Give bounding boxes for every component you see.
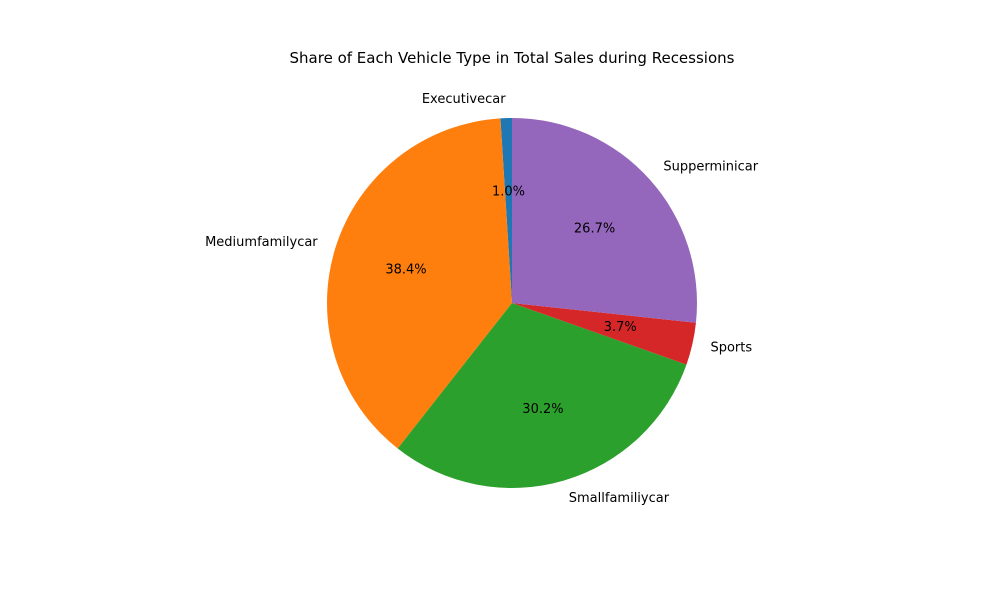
percent-label-executivecar: 1.0%: [492, 185, 525, 200]
pie-slice-executivecar: [500, 118, 512, 303]
slice-label-supperminicar: Supperminicar: [663, 159, 758, 174]
slice-label-sports: Sports: [710, 341, 752, 356]
percent-label-smallfamiliycar: 30.2%: [522, 402, 563, 417]
percent-label-mediumfamilycar: 38.4%: [385, 263, 426, 278]
pie-slices: [327, 118, 697, 488]
slice-label-mediumfamilycar: Mediumfamilycar: [205, 235, 318, 250]
pie-slice-sports: [512, 303, 696, 365]
slice-label-executivecar: Executivecar: [422, 92, 506, 107]
percent-label-supperminicar: 26.7%: [574, 221, 615, 236]
slice-label-smallfamiliycar: Smallfamiliycar: [569, 491, 670, 506]
pie-slice-supperminicar: [512, 118, 697, 323]
pie-slice-smallfamiliycar: [397, 303, 687, 488]
pie-labels: Executivecar 1.0% Mediumfamilycar 38.4% Smal…: [205, 92, 759, 506]
chart-title: Share of Each Vehicle Type in Total Sale…: [290, 49, 735, 67]
percent-label-sports: 3.7%: [604, 320, 637, 335]
pie-slice-mediumfamilycar: [327, 118, 512, 449]
